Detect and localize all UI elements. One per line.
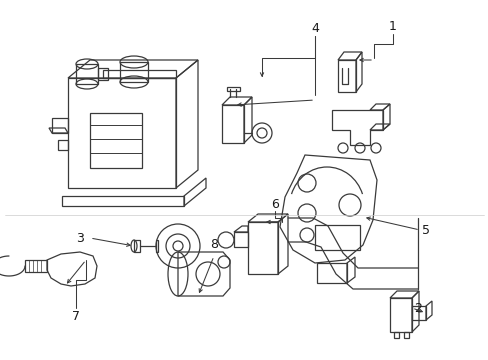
Text: 2: 2 bbox=[413, 302, 421, 315]
Text: 7: 7 bbox=[72, 310, 80, 323]
Text: 3: 3 bbox=[76, 231, 84, 244]
Text: 4: 4 bbox=[310, 22, 318, 35]
Text: 6: 6 bbox=[270, 198, 278, 211]
Text: 8: 8 bbox=[209, 238, 218, 252]
Text: 5: 5 bbox=[421, 224, 429, 237]
Text: 1: 1 bbox=[388, 19, 396, 32]
